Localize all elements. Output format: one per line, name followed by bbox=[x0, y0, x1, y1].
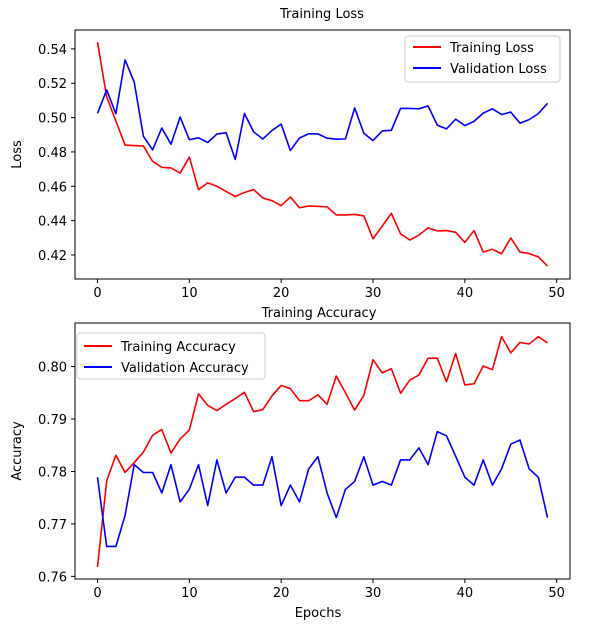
loss-x-tick-label: 30 bbox=[365, 286, 382, 301]
loss-y-tick-label: 0.46 bbox=[38, 180, 67, 195]
accuracy-y-tick-label: 0.78 bbox=[38, 465, 67, 480]
loss-y-tick-label: 0.42 bbox=[38, 249, 67, 264]
accuracy-plot-frame bbox=[74, 322, 571, 580]
accuracy-x-tick-label: 50 bbox=[548, 586, 565, 601]
loss-legend-label-training: Training Loss bbox=[449, 41, 534, 56]
loss-chart-title: Training Loss bbox=[279, 7, 364, 22]
loss-x-tick-label: 0 bbox=[93, 286, 101, 301]
accuracy-y-tick-label: 0.80 bbox=[38, 361, 67, 376]
loss-series bbox=[96, 41, 549, 267]
loss-plot-frame bbox=[74, 29, 571, 280]
loss-y-tick-label: 0.52 bbox=[38, 77, 67, 92]
loss-y-tick-label: 0.50 bbox=[38, 112, 67, 127]
loss-x-tick-label: 50 bbox=[548, 286, 565, 301]
accuracy-legend-frame bbox=[76, 332, 266, 380]
loss-ticks: 0 10 20 30 40 50 0.42 0.44 0.46 0.48 0.50 0.52 0.54 bbox=[38, 43, 565, 301]
accuracy-x-tick-label: 10 bbox=[181, 586, 198, 601]
training-accuracy-line bbox=[96, 335, 548, 568]
loss-x-tick-label: 10 bbox=[181, 286, 198, 301]
validation-accuracy-line bbox=[96, 430, 549, 548]
loss-legend-label-validation: Validation Loss bbox=[450, 62, 547, 77]
loss-x-tick-label: 40 bbox=[457, 286, 474, 301]
loss-legend-frame bbox=[404, 35, 561, 83]
loss-y-tick-label: 0.44 bbox=[38, 215, 67, 230]
training-loss-line bbox=[96, 41, 549, 267]
accuracy-y-tick-label: 0.77 bbox=[38, 518, 67, 533]
accuracy-chart-title: Training Accuracy bbox=[261, 306, 377, 321]
accuracy-y-tick-label: 0.79 bbox=[38, 413, 67, 428]
loss-y-axis-label: Loss bbox=[10, 140, 25, 169]
accuracy-y-axis-label: Accuracy bbox=[10, 421, 25, 481]
accuracy-y-tick-label: 0.76 bbox=[38, 570, 67, 585]
accuracy-legend: Training Accuracy Validation Accuracy bbox=[76, 332, 266, 380]
loss-chart: Training Loss Loss 0 10 20 30 40 50 0.42 0.44 0.… bbox=[10, 7, 571, 301]
accuracy-x-tick-label: 0 bbox=[93, 586, 101, 601]
accuracy-x-tick-label: 30 bbox=[365, 586, 382, 601]
loss-legend: Training Loss Validation Loss bbox=[404, 35, 561, 83]
accuracy-legend-label-training: Training Accuracy bbox=[120, 340, 236, 355]
loss-y-tick-label: 0.48 bbox=[38, 146, 67, 161]
loss-y-tick-label: 0.54 bbox=[38, 43, 67, 58]
accuracy-x-tick-label: 20 bbox=[273, 586, 290, 601]
accuracy-series bbox=[96, 335, 549, 568]
accuracy-ticks: 0 10 20 30 40 50 0.76 0.77 0.78 0.79 0.80 bbox=[38, 361, 565, 601]
accuracy-chart: Training Accuracy Accuracy Epochs 0 10 20 3… bbox=[10, 306, 571, 621]
accuracy-x-tick-label: 40 bbox=[457, 586, 474, 601]
validation-loss-line bbox=[96, 59, 549, 161]
accuracy-x-axis-label: Epochs bbox=[295, 606, 342, 621]
accuracy-legend-label-validation: Validation Accuracy bbox=[121, 361, 249, 376]
loss-x-tick-label: 20 bbox=[273, 286, 290, 301]
